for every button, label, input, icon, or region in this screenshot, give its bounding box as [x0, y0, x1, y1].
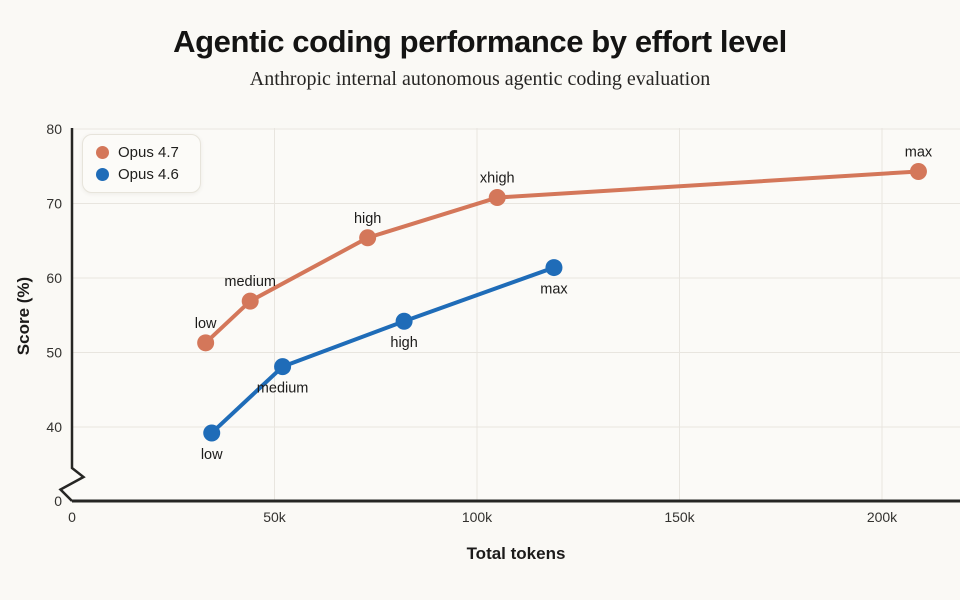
- y-axis-line-with-break: [58, 128, 86, 502]
- legend-swatch-opus-4-6-icon: [96, 168, 109, 181]
- data-point-opus-4-7-low: [197, 334, 215, 352]
- point-label-low: low: [201, 447, 223, 463]
- data-point-opus-4-6-high: [395, 312, 413, 330]
- point-label-xhigh: xhigh: [480, 171, 515, 187]
- point-label-medium: medium: [224, 274, 276, 290]
- y-tick-label-0: 0: [54, 493, 62, 509]
- point-label-max: max: [540, 282, 568, 298]
- x-tick-label-50k: 50k: [263, 509, 287, 525]
- y-tick-label-80: 80: [46, 121, 62, 137]
- x-tick-label-0: 0: [68, 509, 76, 525]
- legend-label-opus-4-6: Opus 4.6: [118, 166, 179, 183]
- y-tick-label-70: 70: [46, 196, 62, 212]
- data-point-opus-4-6-medium: [274, 358, 292, 376]
- legend: Opus 4.7 Opus 4.6: [82, 134, 201, 193]
- point-label-low: low: [195, 316, 217, 332]
- legend-item-opus-4-6: Opus 4.6: [96, 166, 179, 183]
- y-tick-label-40: 40: [46, 419, 62, 435]
- x-tick-label-100k: 100k: [462, 509, 493, 525]
- data-point-opus-4-7-medium: [241, 292, 259, 310]
- series-line-opus-4-6: [209, 265, 556, 435]
- y-tick-label-60: 60: [46, 270, 62, 286]
- x-tick-label-150k: 150k: [664, 509, 695, 525]
- legend-swatch-opus-4-7-icon: [96, 146, 109, 159]
- data-point-opus-4-6-max: [545, 259, 563, 277]
- point-label-max: max: [905, 144, 933, 160]
- chart-title: Agentic coding performance by effort lev…: [173, 24, 787, 59]
- legend-item-opus-4-7: Opus 4.7: [96, 144, 179, 161]
- data-point-opus-4-7-high: [359, 229, 377, 247]
- point-label-high: high: [354, 211, 381, 227]
- y-tick-label-50: 50: [46, 345, 62, 361]
- x-tick-label-200k: 200k: [867, 509, 898, 525]
- x-axis-title: Total tokens: [466, 544, 566, 563]
- data-point-opus-4-6-low: [203, 424, 221, 442]
- legend-label-opus-4-7: Opus 4.7: [118, 144, 179, 161]
- plot-background: [72, 128, 960, 501]
- data-point-opus-4-7-max: [909, 162, 927, 180]
- point-label-medium: medium: [257, 381, 309, 397]
- chart-subtitle: Anthropic internal autonomous agentic co…: [249, 68, 711, 90]
- data-point-opus-4-7-xhigh: [488, 189, 506, 207]
- y-axis-title: Score (%): [14, 276, 33, 356]
- point-label-high: high: [390, 335, 417, 351]
